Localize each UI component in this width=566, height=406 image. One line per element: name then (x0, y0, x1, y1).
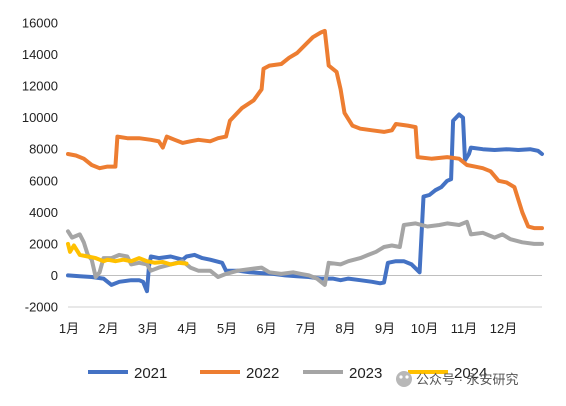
series-line-2024 (66, 241, 189, 267)
legend-label-2024: 2024 (454, 365, 487, 382)
x-tick-label: 3月 (138, 321, 158, 336)
x-tick-label: 6月 (256, 321, 276, 336)
wechat-logo-icon (396, 371, 412, 387)
x-tick-label: 7月 (296, 321, 316, 336)
y-tick-label: -2000 (25, 300, 58, 315)
y-tick-label: 12000 (22, 79, 58, 94)
x-tick-label: 10月 (411, 321, 438, 336)
x-tick-label: 5月 (217, 321, 237, 336)
x-tick-label: 12月 (490, 321, 517, 336)
x-axis-ticks: 1月 2月 3月 4月 5月 6月 7月 8月 9月 10月 11月 12月 (59, 321, 517, 336)
x-tick-label: 11月 (451, 321, 478, 336)
legend-label-2022: 2022 (246, 365, 279, 382)
y-tick-label: 2000 (29, 236, 58, 251)
y-tick-label: 6000 (29, 173, 58, 188)
y-tick-label: 14000 (22, 47, 58, 62)
legend-label-2023: 2023 (349, 365, 382, 382)
series-line-2023 (66, 219, 544, 287)
series-lines (66, 28, 544, 294)
watermark: 公众号 · 永安研究 (396, 371, 519, 387)
y-tick-label: 0 (51, 268, 58, 283)
x-tick-label: 2月 (98, 321, 118, 336)
legend-label-2021: 2021 (134, 365, 167, 382)
x-tick-label: 8月 (335, 321, 355, 336)
y-tick-label: 8000 (29, 142, 58, 157)
wechat-logo-eye-right (405, 375, 409, 379)
y-tick-label: 10000 (22, 110, 58, 125)
watermark-text: 公众号 · 永安研究 (416, 372, 519, 387)
y-tick-label: 16000 (22, 16, 58, 31)
y-axis-ticks: -2000 0 2000 4000 6000 8000 10000 12000 14000 160… (22, 16, 58, 315)
wechat-logo-eye-left (399, 375, 403, 379)
series-line-2022 (66, 28, 544, 231)
chart-legend: 2021 2022 2023 2024 (88, 365, 487, 382)
x-tick-label: 9月 (375, 321, 395, 336)
y-tick-label: 4000 (29, 205, 58, 220)
x-tick-label: 4月 (177, 321, 197, 336)
x-tick-label: 1月 (59, 321, 79, 336)
